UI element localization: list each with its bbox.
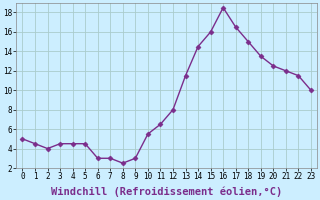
X-axis label: Windchill (Refroidissement éolien,°C): Windchill (Refroidissement éolien,°C) xyxy=(51,187,282,197)
